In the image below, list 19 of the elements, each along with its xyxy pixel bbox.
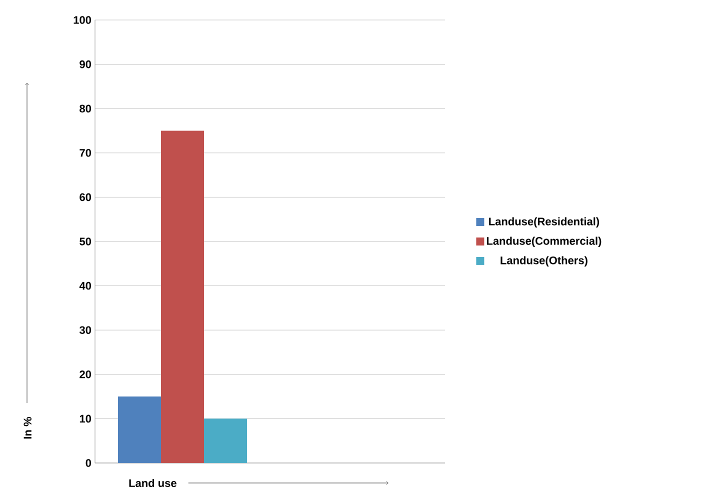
y-tick-label: 90 (80, 60, 92, 68)
legend-label: Landuse(Residential) (489, 217, 600, 228)
y-axis-title: In % (24, 416, 32, 439)
bar (118, 396, 162, 463)
legend-label: Landuse(Commercial) (486, 236, 602, 247)
legend-label: Landuse(Others) (500, 256, 588, 266)
y-tick-label: 50 (80, 238, 92, 246)
bar (161, 130, 204, 463)
y-tick-label: 40 (79, 282, 92, 290)
y-tick-label: 100 (74, 16, 92, 24)
y-tick-label: 20 (80, 370, 92, 378)
y-tick-label: 60 (80, 193, 92, 202)
y-tick-label: 30 (79, 326, 92, 334)
y-tick-label: 70 (80, 149, 92, 157)
y-tick-label: 0 (86, 459, 92, 467)
x-axis-title: Land use (129, 478, 176, 488)
bar (204, 418, 248, 463)
y-tick-label: 80 (80, 104, 92, 112)
y-tick-label: 10 (80, 414, 92, 423)
